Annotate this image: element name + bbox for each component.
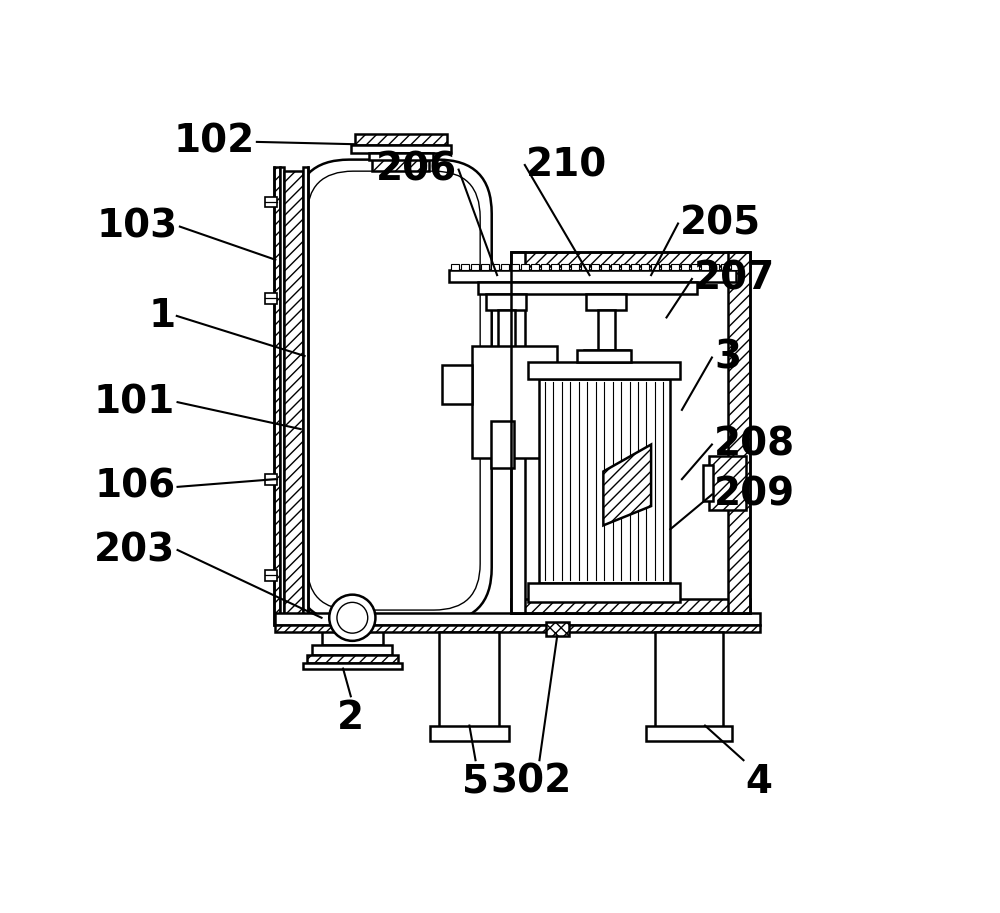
Text: 5: 5 bbox=[462, 762, 489, 801]
Text: 106: 106 bbox=[94, 467, 175, 506]
Bar bbox=[511, 252, 750, 614]
Bar bbox=[451, 264, 459, 269]
Bar bbox=[681, 264, 689, 269]
Bar bbox=[598, 310, 615, 350]
Bar bbox=[449, 269, 736, 282]
Bar bbox=[539, 379, 670, 583]
Bar bbox=[478, 282, 697, 294]
Bar bbox=[442, 365, 472, 404]
Bar bbox=[280, 167, 284, 625]
Bar bbox=[731, 264, 739, 269]
Bar bbox=[312, 645, 392, 656]
Text: 210: 210 bbox=[526, 146, 608, 184]
Polygon shape bbox=[478, 350, 548, 383]
Bar bbox=[551, 264, 559, 269]
Bar bbox=[439, 632, 499, 728]
Bar bbox=[372, 152, 429, 171]
Text: 3: 3 bbox=[714, 339, 741, 376]
Text: 203: 203 bbox=[94, 531, 175, 569]
Text: 102: 102 bbox=[173, 123, 255, 161]
Bar bbox=[691, 264, 699, 269]
Bar bbox=[472, 346, 557, 457]
Bar bbox=[511, 264, 519, 269]
Text: 209: 209 bbox=[714, 476, 795, 513]
FancyBboxPatch shape bbox=[307, 171, 480, 610]
Bar bbox=[284, 171, 303, 622]
Bar bbox=[303, 167, 308, 625]
Text: 1: 1 bbox=[148, 297, 175, 335]
Bar bbox=[586, 294, 626, 310]
Bar bbox=[498, 310, 515, 350]
Text: 205: 205 bbox=[680, 205, 761, 243]
Ellipse shape bbox=[329, 594, 375, 641]
Bar bbox=[265, 196, 277, 207]
Text: 207: 207 bbox=[694, 260, 775, 298]
Bar bbox=[369, 152, 433, 161]
Bar bbox=[461, 264, 469, 269]
Bar bbox=[641, 264, 649, 269]
Bar bbox=[275, 614, 760, 625]
Bar bbox=[561, 264, 569, 269]
Bar bbox=[541, 264, 549, 269]
Bar bbox=[511, 252, 525, 614]
Bar bbox=[511, 599, 750, 614]
Bar bbox=[584, 350, 629, 367]
Bar bbox=[655, 632, 723, 728]
Bar bbox=[274, 167, 280, 625]
Bar bbox=[611, 264, 619, 269]
Bar bbox=[307, 656, 398, 663]
Bar bbox=[546, 623, 569, 636]
Text: 101: 101 bbox=[94, 383, 175, 421]
Bar bbox=[491, 264, 499, 269]
Polygon shape bbox=[603, 445, 651, 525]
Bar bbox=[528, 362, 680, 379]
Bar bbox=[531, 264, 539, 269]
Bar bbox=[491, 422, 514, 467]
Bar bbox=[265, 293, 277, 304]
Text: 2: 2 bbox=[337, 698, 364, 737]
Bar bbox=[430, 726, 509, 741]
Bar bbox=[471, 264, 479, 269]
Bar bbox=[322, 618, 383, 645]
Ellipse shape bbox=[337, 603, 368, 633]
Bar bbox=[721, 264, 729, 269]
Bar bbox=[521, 264, 529, 269]
Bar bbox=[591, 264, 599, 269]
Bar bbox=[651, 264, 659, 269]
Bar bbox=[709, 456, 746, 510]
Bar bbox=[594, 367, 619, 381]
Bar bbox=[275, 625, 760, 632]
Text: 302: 302 bbox=[490, 762, 572, 801]
Bar bbox=[528, 583, 680, 603]
Bar bbox=[351, 145, 451, 152]
Bar bbox=[577, 350, 631, 362]
Bar bbox=[511, 252, 750, 266]
Bar bbox=[265, 570, 277, 581]
Bar bbox=[621, 264, 629, 269]
Bar bbox=[701, 264, 709, 269]
Text: 4: 4 bbox=[745, 762, 772, 801]
Bar bbox=[557, 365, 588, 404]
Bar bbox=[661, 264, 669, 269]
Text: 208: 208 bbox=[714, 425, 795, 464]
Bar bbox=[265, 474, 277, 485]
Bar bbox=[355, 134, 447, 145]
Bar bbox=[601, 264, 609, 269]
Bar bbox=[631, 264, 639, 269]
Bar bbox=[571, 264, 579, 269]
Bar bbox=[728, 252, 750, 614]
Bar bbox=[481, 264, 489, 269]
Bar bbox=[711, 264, 719, 269]
Bar bbox=[671, 264, 679, 269]
Bar bbox=[646, 726, 732, 741]
Text: 206: 206 bbox=[376, 151, 457, 189]
Bar bbox=[581, 264, 589, 269]
Bar bbox=[303, 663, 402, 669]
Bar bbox=[486, 294, 526, 310]
Text: 103: 103 bbox=[96, 207, 178, 246]
FancyBboxPatch shape bbox=[295, 160, 492, 622]
Bar bbox=[703, 466, 713, 500]
Bar bbox=[501, 264, 509, 269]
